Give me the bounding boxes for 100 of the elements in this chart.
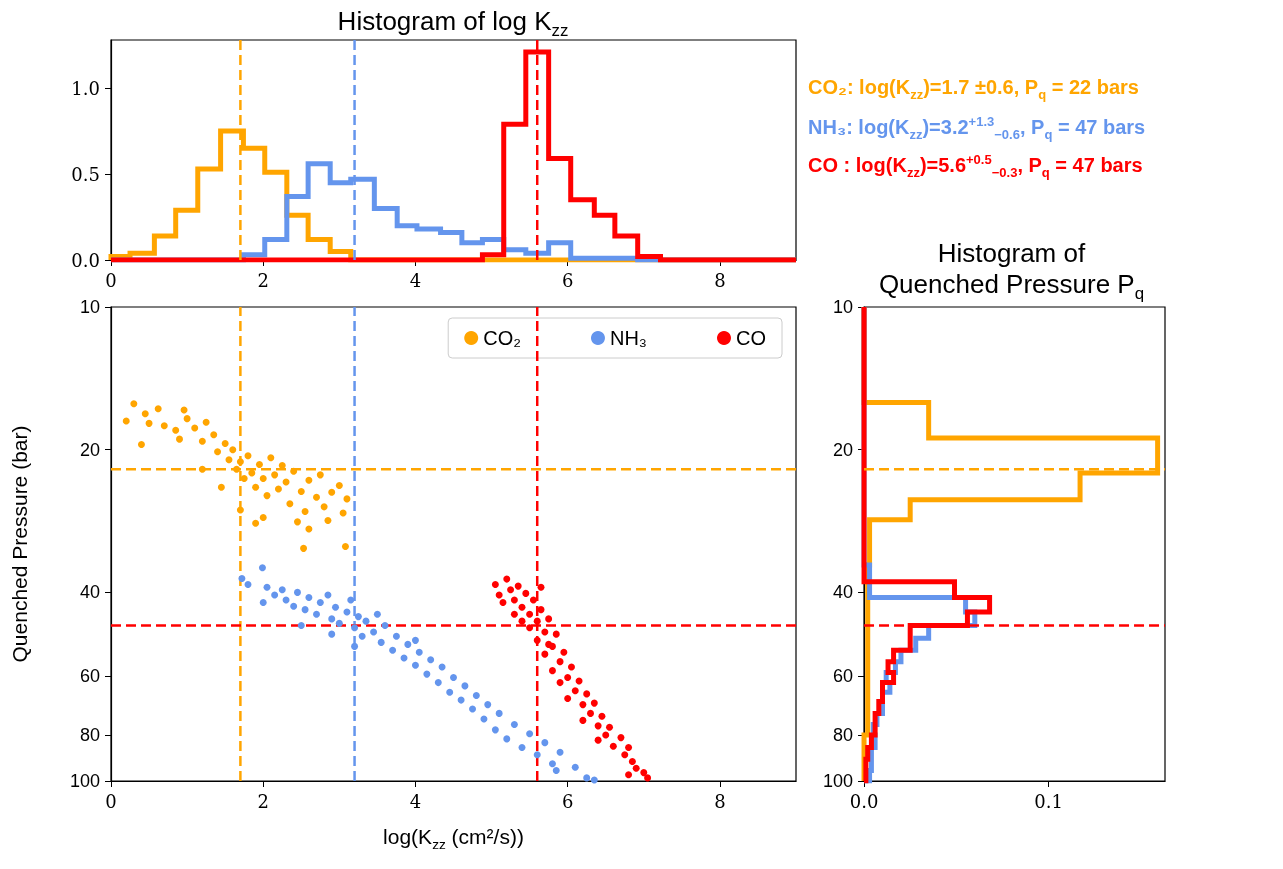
point [609, 742, 617, 750]
y-tick-label: 40 [833, 582, 854, 603]
x-tick-label: 8 [714, 269, 726, 291]
point [290, 467, 298, 475]
point [145, 419, 153, 427]
chart-title: Histogram of Quenched Pressure P$_{q}$ [877, 238, 1146, 305]
point [491, 581, 499, 589]
point [499, 598, 507, 606]
point [594, 736, 602, 744]
point [537, 606, 545, 614]
point [271, 471, 279, 479]
point [252, 519, 260, 527]
x-tick-label: 2 [257, 790, 269, 812]
point [503, 575, 511, 583]
text: NH₃: log(K$_{zz}$)=3.2$^{+1.3}$$_{−0.6}$, P$_{q}$ = 47 bars [808, 114, 1146, 142]
x-tick-label: 2 [257, 269, 269, 291]
point [552, 630, 560, 638]
y-tick-label: 60 [833, 665, 854, 686]
point [495, 591, 503, 599]
point [263, 492, 271, 500]
point [518, 603, 526, 611]
point [160, 422, 168, 430]
text: CO₂: log(K$_{zz}$)=1.7 ±0.6, P$_{q}$ = 22 bars [808, 76, 1139, 102]
point [225, 456, 233, 464]
y-tick-label: 0.5 [71, 163, 100, 185]
point [300, 544, 308, 552]
point [564, 695, 572, 703]
point [233, 465, 241, 473]
point [335, 482, 343, 489]
point [236, 506, 244, 514]
point [191, 424, 199, 432]
point [522, 589, 530, 597]
point [625, 744, 633, 752]
point [526, 624, 534, 632]
point [293, 518, 301, 526]
point [606, 723, 614, 731]
point [137, 440, 145, 448]
point [259, 474, 267, 482]
x-tick-label: 0 [105, 790, 117, 812]
point [316, 471, 324, 479]
point [507, 586, 515, 594]
y-tick-label: 60 [79, 665, 100, 686]
x-tick-label: 0.0 [849, 790, 879, 812]
point [594, 722, 602, 730]
x-tick-label: 6 [561, 790, 574, 812]
point [305, 476, 313, 484]
point [328, 488, 336, 496]
point [183, 415, 191, 423]
x-tick-label: 0 [105, 269, 117, 291]
point [617, 734, 625, 742]
y-tick-label: 20 [79, 439, 100, 460]
y-tick-label: 80 [833, 725, 854, 746]
point [259, 513, 267, 521]
legend-label: CO₂ [483, 327, 521, 349]
point [579, 701, 587, 709]
point [579, 716, 587, 724]
point [583, 690, 591, 698]
y-tick-label: 20 [833, 439, 854, 460]
point [514, 582, 522, 590]
point [172, 426, 180, 434]
point [341, 542, 349, 550]
y-axis-title: Quenched Pressure (bar) [8, 425, 32, 663]
point [141, 410, 149, 418]
point [240, 474, 248, 482]
point [267, 454, 275, 462]
point [640, 769, 648, 777]
x-tick-label: 6 [561, 269, 574, 291]
x-tick-label: 4 [409, 269, 422, 291]
y-tick-label: 10 [833, 297, 854, 317]
point [248, 469, 256, 477]
point [229, 446, 237, 454]
point [556, 679, 564, 687]
point [510, 610, 518, 618]
point [252, 483, 260, 491]
point [122, 417, 130, 425]
point [598, 712, 606, 720]
point [625, 771, 633, 779]
point [324, 516, 332, 524]
point [297, 487, 305, 495]
point [130, 400, 138, 408]
point [320, 503, 328, 511]
x-tick-label: 8 [714, 790, 726, 812]
point [198, 437, 206, 445]
point [644, 774, 652, 782]
point [202, 418, 210, 426]
point [560, 648, 568, 656]
point [286, 500, 294, 508]
point [529, 596, 537, 604]
x-axis-title: log(K$_{zz}$ (cm²/s)) [382, 825, 525, 853]
y-tick-label: 100 [822, 771, 854, 791]
point [621, 751, 629, 759]
point [244, 452, 252, 460]
point [590, 699, 598, 707]
point [526, 610, 534, 618]
chart-title: Histogram of log K$_{zz}$ [336, 6, 570, 42]
y-tick-label: 100 [69, 771, 100, 791]
point [533, 617, 541, 625]
y-tick-label: 1.0 [71, 77, 100, 99]
point [198, 465, 206, 473]
point [548, 667, 556, 675]
